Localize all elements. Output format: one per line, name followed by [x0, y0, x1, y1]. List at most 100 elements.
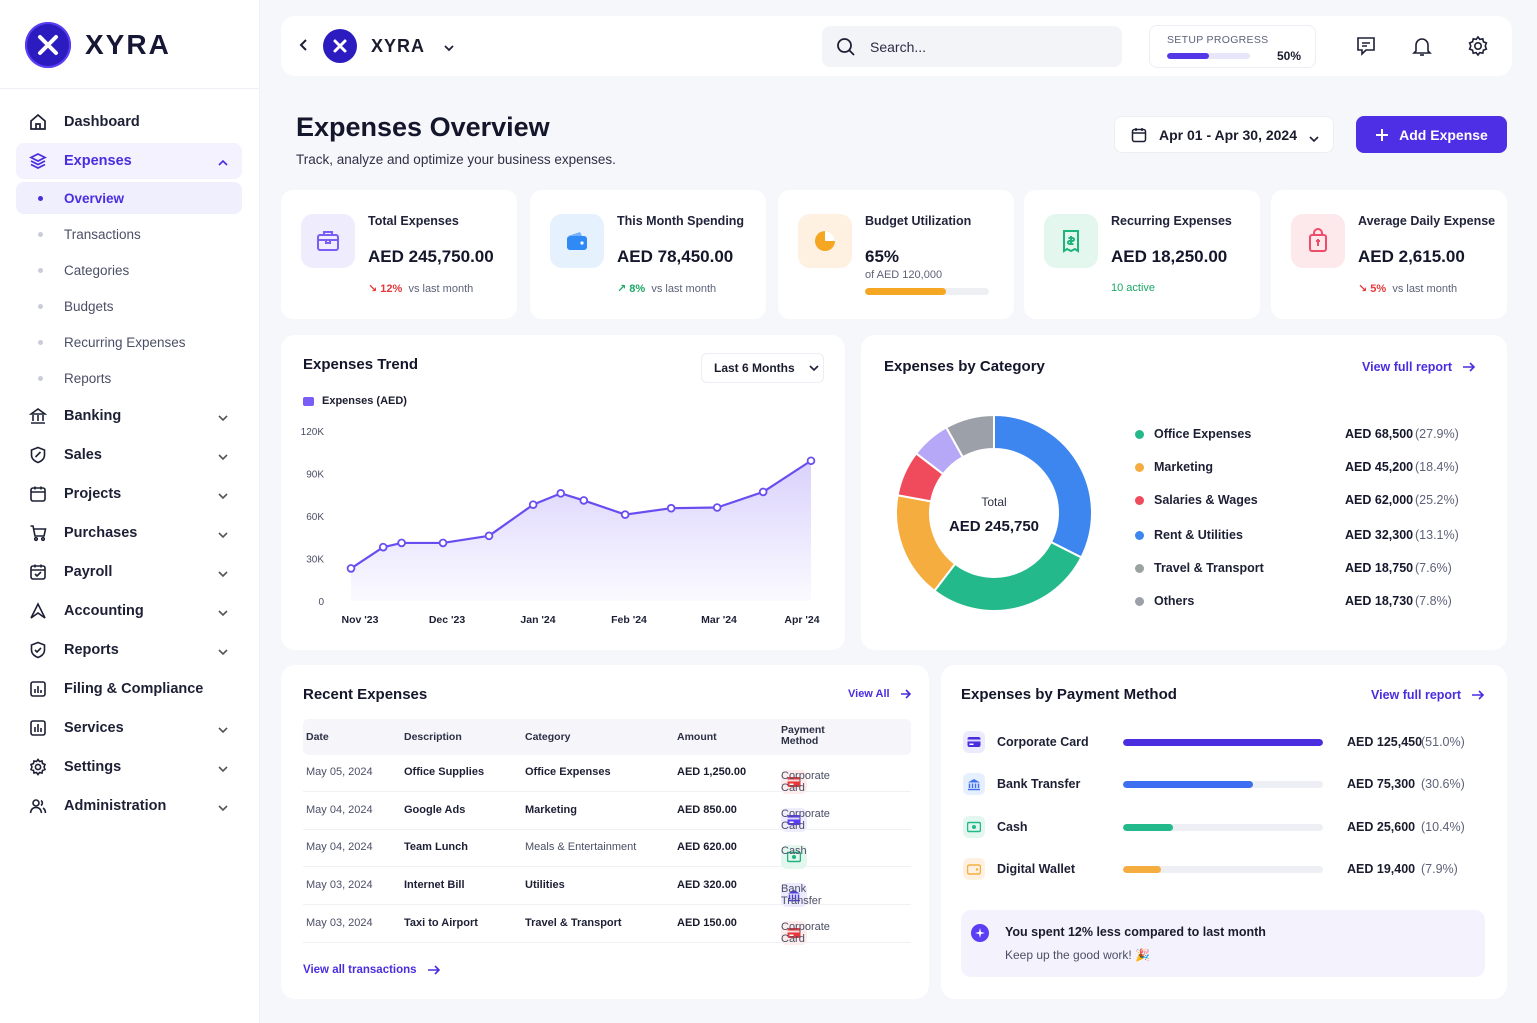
sidebar-item-label: Banking [64, 408, 122, 424]
table-row[interactable]: May 03, 2024 Internet Bill Utilities AED… [303, 867, 911, 908]
category-legend-item[interactable]: Office Expenses AED 68,500 (27.9%) [1135, 423, 1465, 445]
calendar-check-icon [28, 562, 48, 582]
x-tick-label: Dec '23 [429, 614, 466, 626]
trend-point [758, 487, 768, 497]
donut-slice[interactable] [944, 413, 995, 459]
sidebar-item-filing[interactable]: Filing & Compliance [16, 671, 242, 707]
setup-progress[interactable]: SETUP PROGRESS 50% [1149, 25, 1316, 68]
shield-check-icon [28, 640, 48, 660]
chevron-down-icon [218, 644, 228, 660]
gear-icon [28, 757, 48, 777]
bell-icon[interactable] [1410, 34, 1434, 58]
payment-method-row[interactable]: Cash AED 25,600 (10.4%) [963, 814, 1483, 840]
trend-point [378, 542, 388, 552]
kpi-recurring[interactable]: Recurring Expenses AED 18,250.00 10 acti… [1024, 190, 1260, 319]
setup-progress-label: SETUP PROGRESS [1167, 34, 1269, 46]
category-view-report-link[interactable]: View full report [1362, 360, 1476, 374]
payment-method-bar [1123, 780, 1323, 788]
sparkle-icon [971, 924, 989, 942]
kpi-delta-text: vs last month [651, 283, 717, 295]
payment-method-row[interactable]: Digital Wallet AED 19,400 (7.9%) [963, 856, 1483, 882]
search-input[interactable]: Search... [822, 26, 1122, 67]
compass-icon [28, 601, 48, 621]
category-legend-item[interactable]: Others AED 18,730 (7.8%) [1135, 590, 1465, 612]
kpi-total-expenses[interactable]: Total Expenses AED 245,750.00 ↘ 12% vs l… [281, 190, 517, 319]
trend-point [620, 510, 630, 519]
trend-range-select[interactable]: Last 6 Months [701, 353, 824, 383]
category-legend-item[interactable]: Rent & Utilities AED 32,300 (13.1%) [1135, 524, 1465, 546]
table-row[interactable]: May 04, 2024 Google Ads Marketing AED 85… [303, 792, 911, 832]
sidebar-item-sales[interactable]: Sales [16, 437, 242, 473]
category-legend-item[interactable]: Salaries & Wages AED 62,000 (25.2%) [1135, 489, 1465, 511]
sidebar-item-projects[interactable]: Projects [16, 476, 242, 512]
sidebar-item-settings[interactable]: Settings [16, 749, 242, 785]
sidebar: XYRA Dashboard Expenses Overview Transac… [0, 0, 260, 1023]
sidebar-sub-budgets[interactable]: Budgets [16, 290, 242, 322]
sidebar-item-banking[interactable]: Banking [16, 398, 242, 434]
sidebar-item-reports[interactable]: Reports [16, 632, 242, 668]
kpi-delta: ↘ 5% vs last month [1358, 283, 1458, 295]
logo[interactable]: XYRA [25, 22, 171, 68]
chat-icon[interactable] [1354, 34, 1378, 58]
kpi-average-daily[interactable]: Average Daily Expense AED 2,615.00 ↘ 5% … [1271, 190, 1507, 319]
table-row[interactable]: May 04, 2024 Team Lunch Meals & Entertai… [303, 829, 911, 870]
kpi-budget-utilization[interactable]: Budget Utilization 65% of AED 120,000 [778, 190, 1014, 319]
payment-method-name: Cash [997, 820, 1028, 834]
payment-method-row[interactable]: Bank Transfer AED 75,300 (30.6%) [963, 771, 1483, 797]
legend-dot [1135, 429, 1144, 439]
recent-view-all-link[interactable]: View All [848, 688, 912, 700]
sidebar-item-dashboard[interactable]: Dashboard [16, 104, 242, 140]
cell-date: May 03, 2024 [306, 916, 373, 929]
category-amount: AED 32,300 [1345, 528, 1414, 542]
donut-slice[interactable] [895, 494, 957, 593]
category-percent: (13.1%) [1415, 528, 1459, 542]
sidebar-sub-recurring[interactable]: Recurring Expenses [16, 326, 242, 358]
cell-amount: AED 150.00 [677, 916, 737, 929]
setup-progress-percent: 50% [1277, 49, 1302, 63]
sidebar-item-label: Dashboard [64, 114, 140, 130]
kpi-title: Recurring Expenses [1111, 214, 1232, 228]
workspace-title[interactable]: XYRA [371, 36, 426, 56]
category-amount: AED 18,750 [1345, 561, 1414, 575]
donut-slice[interactable] [933, 540, 1083, 612]
payment-method-badge: Cash [781, 833, 807, 870]
sidebar-item-administration[interactable]: Administration [16, 788, 242, 824]
legend-dot [1135, 563, 1144, 573]
payment-method-badge: Corporate Card [781, 796, 830, 832]
trend-range-label: Last 6 Months [714, 361, 795, 375]
payment-view-report-link[interactable]: View full report [1371, 688, 1485, 702]
xyra-logo-icon[interactable] [323, 29, 357, 63]
category-legend-item[interactable]: Travel & Transport AED 18,750 (7.6%) [1135, 557, 1465, 579]
sidebar-sub-reports[interactable]: Reports [16, 362, 242, 394]
insight-subtitle: Keep up the good work! 🎉 [1005, 948, 1151, 962]
payment-method-label: Corporate Card [781, 807, 830, 832]
kpi-this-month[interactable]: This Month Spending AED 78,450.00 ↗ 8% v… [530, 190, 766, 319]
sidebar-sub-transactions[interactable]: Transactions [16, 218, 242, 250]
sidebar-item-payroll[interactable]: Payroll [16, 554, 242, 590]
column-header: Payment Method [781, 724, 825, 747]
sidebar-sub-categories[interactable]: Categories [16, 254, 242, 286]
category-legend-item[interactable]: Marketing AED 45,200 (18.4%) [1135, 456, 1465, 478]
x-tick-label: Nov '23 [342, 614, 379, 626]
payment-method-name: Corporate Card [997, 735, 1089, 749]
donut-slice[interactable] [993, 413, 1093, 559]
sidebar-item-accounting[interactable]: Accounting [16, 593, 242, 629]
view-all-transactions-link[interactable]: View all transactions [303, 964, 441, 976]
chevron-down-icon[interactable] [443, 40, 455, 55]
sidebar-item-expenses[interactable]: Expenses [16, 143, 242, 179]
payment-method-row[interactable]: Corporate Card AED 125,450 (51.0%) [963, 729, 1483, 755]
sidebar-item-label: Purchases [64, 525, 138, 541]
back-chevron-icon[interactable] [299, 38, 309, 55]
table-row[interactable]: May 05, 2024 Office Supplies Office Expe… [303, 754, 911, 794]
sidebar-item-purchases[interactable]: Purchases [16, 515, 242, 551]
y-tick-label: 60K [306, 512, 324, 523]
cell-amount: AED 320.00 [677, 879, 737, 892]
sidebar-item-services[interactable]: Services [16, 710, 242, 746]
sidebar-sub-overview[interactable]: Overview [16, 182, 242, 214]
gear-icon[interactable] [1466, 34, 1490, 58]
table-row[interactable]: May 03, 2024 Taxi to Airport Travel & Tr… [303, 905, 911, 945]
date-range-picker[interactable]: Apr 01 - Apr 30, 2024 [1114, 116, 1334, 153]
add-expense-button[interactable]: Add Expense [1356, 116, 1507, 153]
trend-point [556, 489, 566, 498]
chevron-down-icon [218, 761, 228, 777]
